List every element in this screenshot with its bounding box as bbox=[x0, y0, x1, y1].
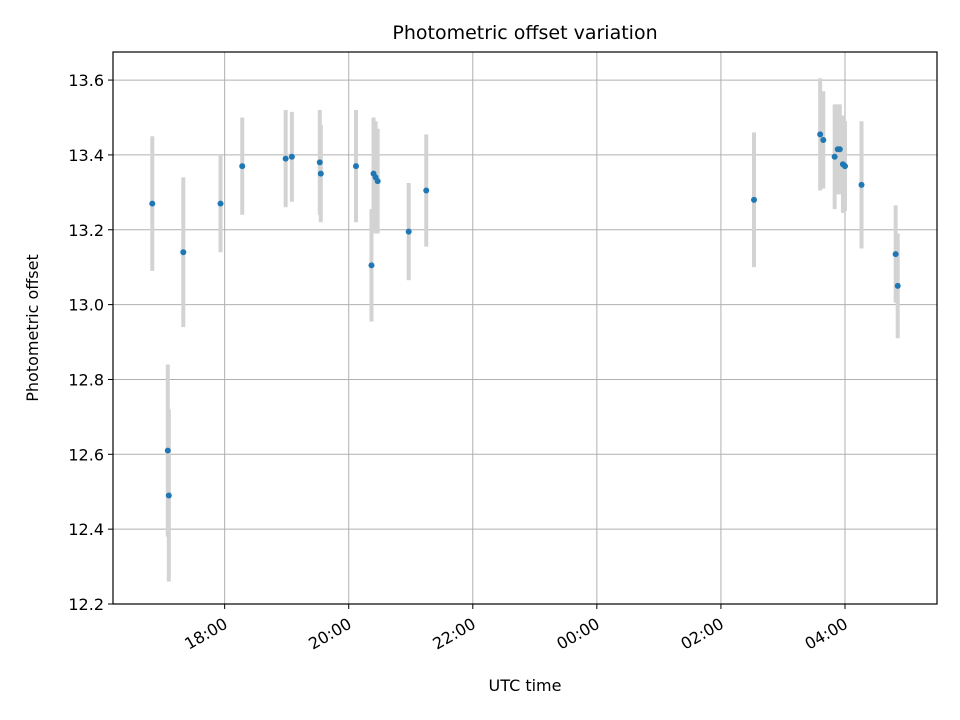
data-point bbox=[239, 163, 246, 170]
plot-frame bbox=[112, 51, 938, 605]
y-tick-label: 12.6 bbox=[68, 445, 104, 464]
data-points bbox=[149, 131, 901, 499]
data-point bbox=[282, 155, 289, 162]
data-point bbox=[288, 153, 295, 160]
chart-title: Photometric offset variation bbox=[392, 22, 657, 44]
data-point bbox=[423, 187, 430, 194]
data-point bbox=[894, 282, 901, 289]
data-point bbox=[149, 200, 156, 207]
y-tick-label: 13.6 bbox=[68, 71, 104, 90]
data-point bbox=[374, 178, 381, 185]
data-point bbox=[817, 131, 824, 138]
data-point bbox=[405, 228, 412, 235]
data-point bbox=[892, 251, 899, 258]
data-point bbox=[164, 447, 171, 454]
data-point bbox=[368, 262, 375, 269]
y-tick-label: 12.2 bbox=[68, 595, 104, 614]
data-point bbox=[316, 159, 323, 166]
y-tick-label: 12.8 bbox=[68, 370, 104, 389]
data-point bbox=[836, 146, 843, 153]
y-tick-label: 12.4 bbox=[68, 520, 104, 539]
data-point bbox=[841, 163, 848, 170]
y-tick-label: 13.4 bbox=[68, 146, 104, 165]
y-tick-label: 13.2 bbox=[68, 221, 104, 240]
data-point bbox=[831, 153, 838, 160]
data-point bbox=[858, 181, 865, 188]
grid-lines bbox=[113, 52, 937, 605]
data-point bbox=[352, 163, 359, 170]
data-point bbox=[317, 170, 324, 177]
x-axis-title: UTC time bbox=[489, 676, 562, 695]
data-point bbox=[165, 492, 172, 499]
data-point bbox=[180, 249, 187, 256]
data-point bbox=[751, 196, 758, 203]
data-point bbox=[217, 200, 224, 207]
y-axis-ticks: 12.2 12.4 12.6 12.8 13.0 13.2 13.4 13.6 bbox=[68, 71, 113, 614]
data-point bbox=[820, 136, 827, 143]
y-tick-label: 13.0 bbox=[68, 296, 104, 315]
y-axis-title: Photometric offset bbox=[23, 254, 42, 402]
